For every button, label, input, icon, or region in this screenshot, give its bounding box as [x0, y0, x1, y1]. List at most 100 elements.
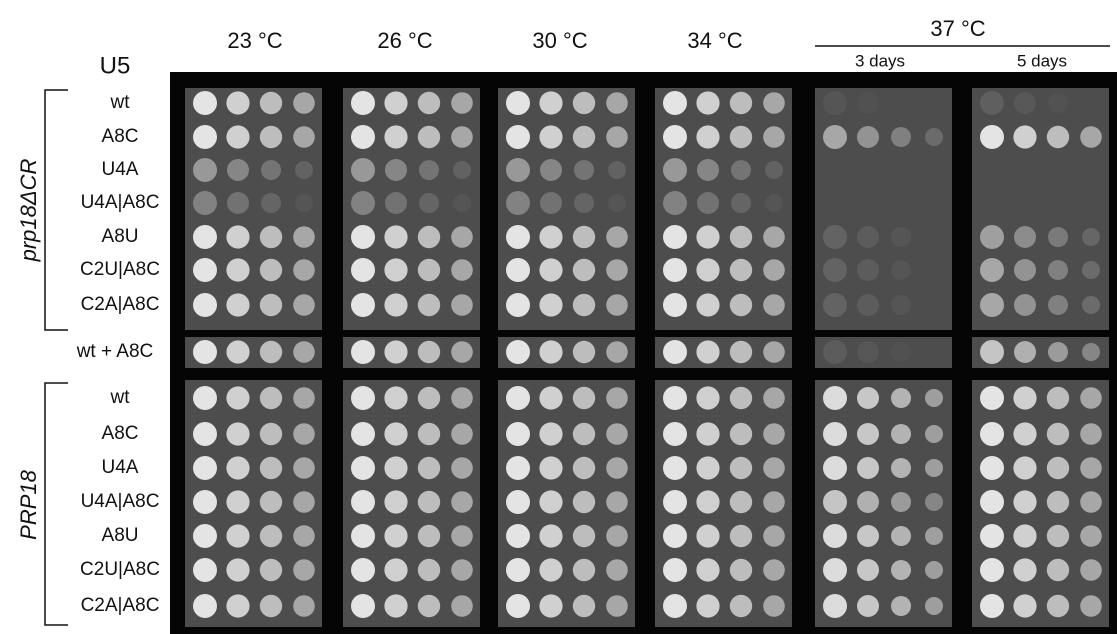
colony-spot [730, 126, 752, 148]
colony-spot [260, 341, 282, 363]
colony-spot [980, 490, 1004, 514]
colony-spot [384, 293, 407, 316]
colony-spot [823, 594, 847, 618]
colony-spot [539, 490, 562, 513]
colony-spot [418, 341, 440, 363]
colony-spot [663, 191, 687, 215]
row-label: C2A|A8C [81, 595, 160, 616]
colony-spot [506, 125, 530, 149]
colony-spot [385, 159, 407, 181]
colony-spot [857, 595, 879, 617]
colony-spot [193, 422, 217, 446]
colony-spot [696, 386, 719, 409]
colony-spot [193, 293, 217, 317]
colony-spot [260, 259, 282, 281]
colony-spot [451, 341, 473, 363]
colony-spot [418, 525, 440, 547]
colony-spot [260, 387, 282, 409]
colony-spot [540, 192, 562, 214]
colony-spot [1048, 342, 1068, 362]
colony-spot [506, 456, 530, 480]
colony-spot [539, 91, 562, 114]
row-label: U4A [102, 457, 139, 478]
colony-spot [351, 456, 375, 480]
colony-spot [1013, 558, 1036, 581]
colony-spot [663, 340, 687, 364]
colony-spot [980, 125, 1004, 149]
colony-spot [731, 160, 751, 180]
colony-spot [663, 125, 687, 149]
colony-spot [418, 294, 440, 316]
colony-spot [1014, 294, 1036, 316]
colony-spot [606, 423, 628, 445]
colony-spot [697, 192, 719, 214]
colony-spot [891, 260, 911, 280]
colony-spot [539, 258, 562, 281]
colony-spot [891, 342, 911, 362]
colony-spot [351, 386, 375, 410]
colony-spot [730, 92, 752, 114]
colony-spot [765, 194, 783, 212]
colony-spot [696, 490, 719, 513]
colony-spot [663, 91, 687, 115]
colony-spot [193, 524, 217, 548]
colony-spot [606, 226, 628, 248]
colony-spot [1080, 423, 1102, 445]
colony-spot [451, 387, 473, 409]
colony-spot [451, 559, 473, 581]
colony-spot [823, 456, 847, 480]
colony-spot [227, 192, 249, 214]
colony-spot [418, 387, 440, 409]
colony-spot [925, 597, 943, 615]
colony-spot [1080, 457, 1102, 479]
colony-spot [606, 126, 628, 148]
row-label: A8U [102, 525, 139, 546]
colony-spot [1047, 423, 1069, 445]
colony-spot [823, 490, 847, 514]
colony-spot [730, 341, 752, 363]
colony-spot [384, 594, 407, 617]
row-label: C2U|A8C [80, 259, 160, 280]
colony-spot [763, 457, 785, 479]
strain-label: U5 [100, 52, 131, 79]
colony-spot [260, 559, 282, 581]
colony-spot [696, 225, 719, 248]
colony-spot [697, 159, 719, 181]
colony-spot [730, 387, 752, 409]
colony-spot [823, 293, 847, 317]
row-label: U4A|A8C [81, 192, 160, 213]
colony-spot [891, 526, 911, 546]
colony-spot [763, 294, 785, 316]
colony-spot [1047, 595, 1069, 617]
colony-spot [823, 258, 847, 282]
colony-spot [384, 422, 407, 445]
colony-spot [730, 457, 752, 479]
colony-spot [506, 340, 530, 364]
colony-spot [293, 491, 315, 513]
colony-spot [419, 160, 439, 180]
colony-spot [351, 225, 375, 249]
colony-spot [384, 386, 407, 409]
colony-spot [506, 91, 530, 115]
figure: U5 23 °C26 °C30 °C34 °C37 °C3 days5 days… [0, 0, 1117, 634]
colony-spot [696, 558, 719, 581]
colony-spot [418, 126, 440, 148]
colony-spot [857, 491, 879, 513]
colony-spot [193, 258, 217, 282]
colony-spot [730, 294, 752, 316]
colony-spot [193, 158, 217, 182]
colony-spot [608, 161, 626, 179]
colony-spot [1013, 594, 1036, 617]
colony-spot [506, 422, 530, 446]
colony-spot [293, 423, 315, 445]
colony-spot [663, 524, 687, 548]
colony-spot [540, 159, 562, 181]
colony-spot [193, 490, 217, 514]
colony-spot [1080, 559, 1102, 581]
colony-spot [891, 227, 911, 247]
colony-spot [606, 559, 628, 581]
colony-spot [293, 595, 315, 617]
colony-spot [857, 559, 879, 581]
colony-spot [763, 259, 785, 281]
colony-spot [857, 259, 879, 281]
